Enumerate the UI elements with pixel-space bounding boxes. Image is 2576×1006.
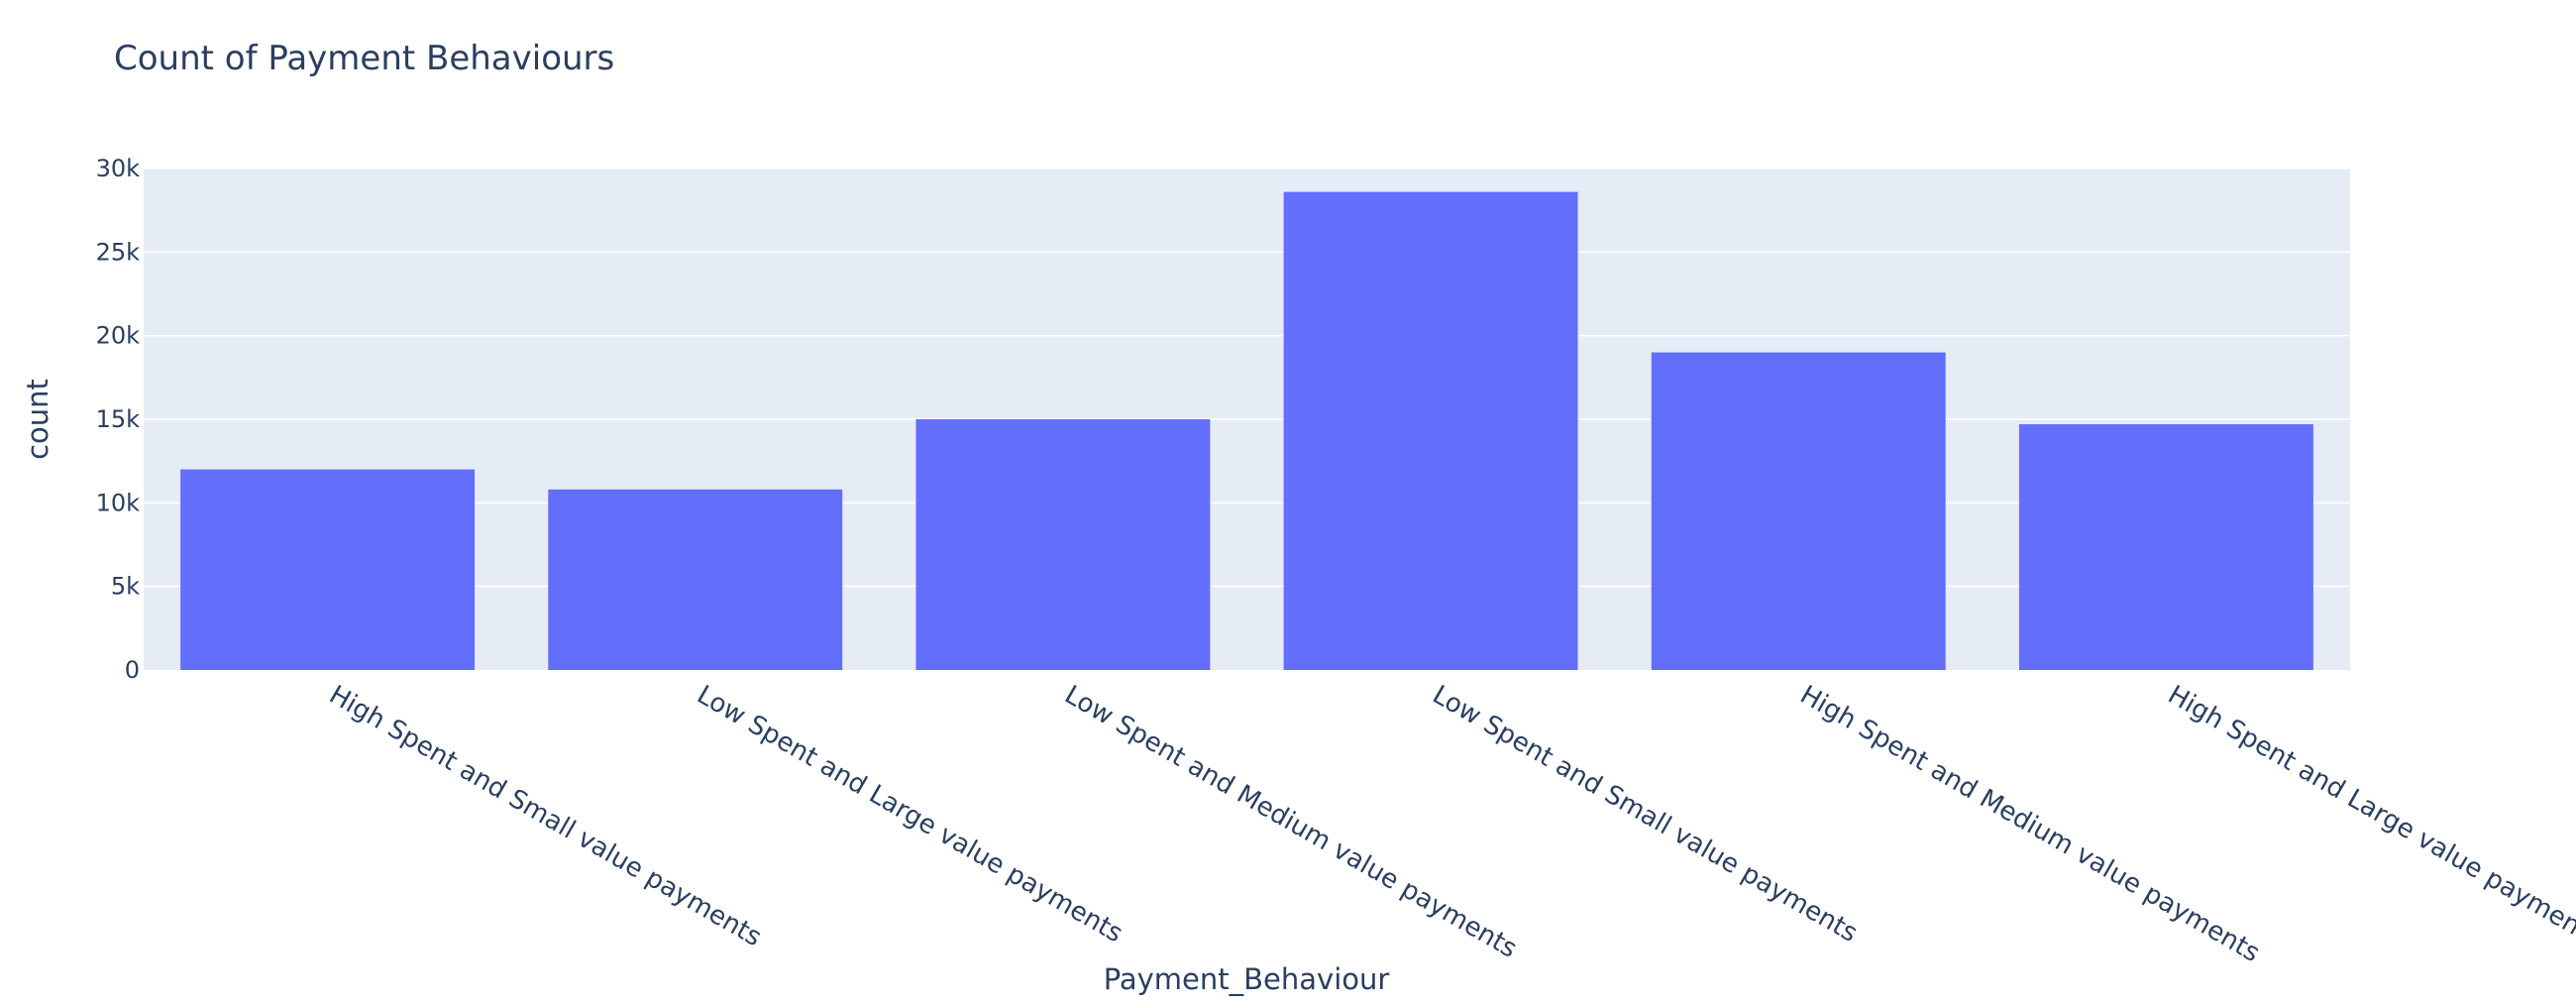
- y-tick-label: 5k: [111, 573, 140, 601]
- x-axis-title: Payment_Behaviour: [1104, 962, 1390, 996]
- chart-title: Count of Payment Behaviours: [114, 39, 614, 78]
- x-tick-label: Low Spent and Medium value payments: [1059, 680, 1522, 964]
- bars: [180, 191, 2313, 670]
- y-tick-label: 0: [125, 656, 140, 684]
- bar: [2018, 424, 2313, 670]
- y-tick-label: 30k: [96, 155, 141, 182]
- y-axis-ticks: 0 5k 10k 15k 20k 25k 30k: [96, 155, 141, 684]
- x-tick-label: High Spent and Small value payments: [324, 680, 767, 952]
- bar: [1651, 352, 1946, 670]
- y-axis-title: count: [21, 379, 54, 460]
- bar: [1283, 191, 1578, 670]
- y-tick-label: 10k: [96, 489, 141, 516]
- x-tick-label: Low Spent and Large value payments: [692, 680, 1127, 949]
- bar: [915, 419, 1211, 670]
- y-tick-label: 25k: [96, 238, 141, 266]
- x-tick-label: High Spent and Large value payments: [2163, 680, 2576, 953]
- x-tick-label: Low Spent and Small value payments: [1428, 680, 1863, 949]
- bar: [548, 489, 843, 670]
- y-tick-label: 15k: [96, 405, 141, 433]
- gridlines: [144, 168, 2350, 588]
- y-tick-label: 20k: [96, 322, 141, 350]
- bar: [180, 469, 476, 670]
